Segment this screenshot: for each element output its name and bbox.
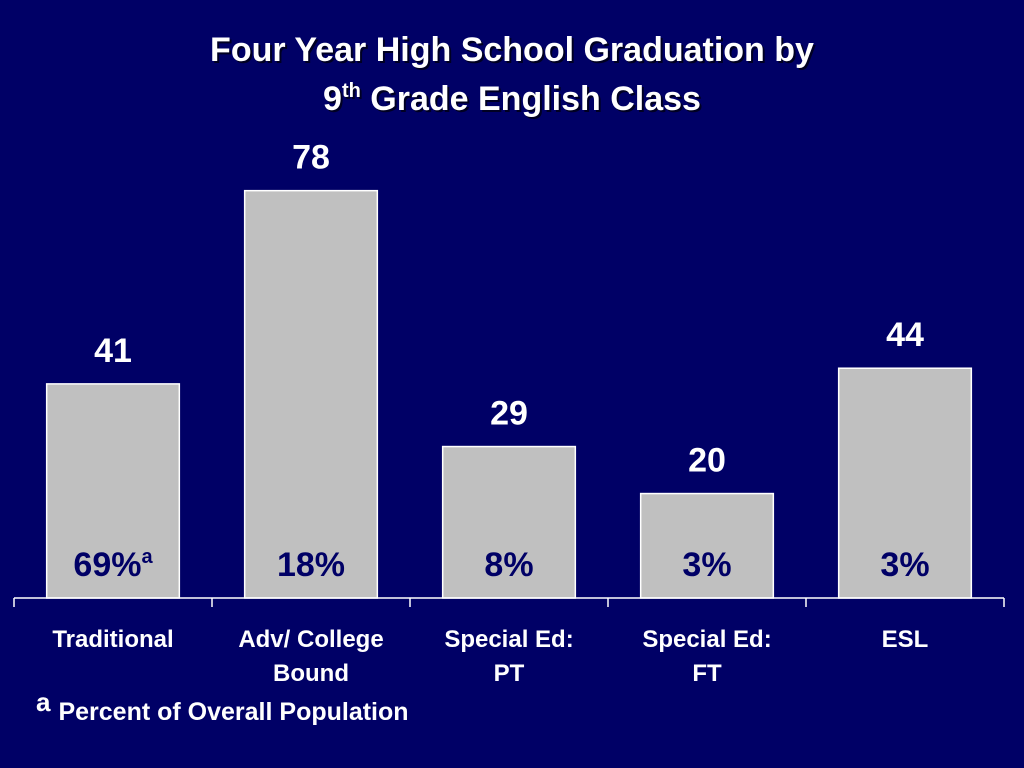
chart-title-line2-shadow: 9th Grade English Class <box>325 82 703 120</box>
value-label-2: 78 <box>292 139 330 177</box>
category-label-1: Traditional <box>52 626 173 653</box>
title-line2-prefix: 9 <box>323 80 342 118</box>
chart-title-line1: Four Year High School Graduation by <box>210 31 814 69</box>
x-axis <box>13 597 1005 607</box>
value-label-5: 44 <box>886 316 924 354</box>
percent-label-4: 3% <box>682 546 731 584</box>
category-label-3: Special Ed: PT <box>444 626 573 687</box>
chart-title-line2: 9th Grade English Class <box>323 80 701 118</box>
bar-2 <box>243 189 379 599</box>
percent-label-2: 18% <box>277 546 345 584</box>
chart-title-line1-shadow: Four Year High School Graduation by <box>212 33 816 71</box>
percent-label-1: 69%a <box>73 546 153 584</box>
category-labels: Traditional Adv/ College Bound Special Ed: P… <box>52 626 928 687</box>
footnote-text: Percent of Overall Population <box>58 698 408 726</box>
chart-title: Four Year High School Graduation by Four… <box>210 31 816 120</box>
footnote: a Percent of Overall Population <box>36 687 409 726</box>
category-label-5: ESL <box>882 626 929 653</box>
bar-3 <box>441 445 577 599</box>
percent-footnote-marker: a <box>141 546 153 568</box>
value-label-1: 41 <box>94 332 132 370</box>
value-label-3: 29 <box>490 395 528 433</box>
bar-4 <box>639 492 775 599</box>
bar-5 <box>837 367 973 599</box>
percent-label-3: 8% <box>484 546 533 584</box>
category-label-2: Adv/ College Bound <box>238 626 383 687</box>
title-line2-rest: Grade English Class <box>361 80 701 118</box>
footnote-line: a Percent of Overall Population <box>36 687 409 726</box>
category-label-4: Special Ed: FT <box>642 626 771 687</box>
footnote-marker: a <box>36 687 51 717</box>
bars-group: 41 69%a 78 18% 29 8% 20 3% 44 3% <box>45 139 973 599</box>
value-label-4: 20 <box>688 442 726 480</box>
percent-label-5: 3% <box>880 546 929 584</box>
title-line2-superscript: th <box>342 80 361 102</box>
